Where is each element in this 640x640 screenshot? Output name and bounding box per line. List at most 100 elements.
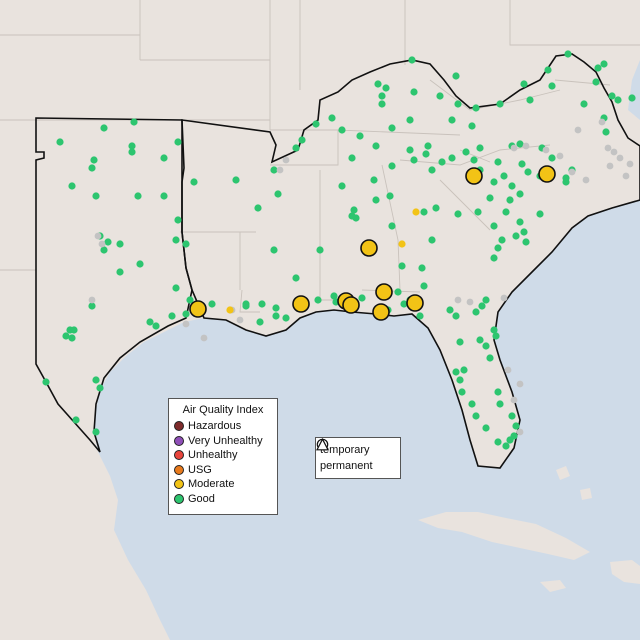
station-marker-inactive[interactable] [516, 380, 524, 388]
station-marker-inactive[interactable] [622, 172, 630, 180]
station-marker-good[interactable] [186, 296, 194, 304]
station-marker-good[interactable] [96, 384, 104, 392]
station-marker-good[interactable] [116, 268, 124, 276]
station-marker-good[interactable] [128, 142, 136, 150]
station-marker-good[interactable] [358, 294, 366, 302]
station-marker-good[interactable] [388, 124, 396, 132]
station-marker-good[interactable] [482, 296, 490, 304]
station-marker-good[interactable] [328, 114, 336, 122]
station-marker-good[interactable] [496, 400, 504, 408]
station-marker-good[interactable] [100, 246, 108, 254]
station-marker-good[interactable] [88, 164, 96, 172]
station-marker-good[interactable] [410, 156, 418, 164]
station-marker-good[interactable] [42, 378, 50, 386]
station-marker-inactive[interactable] [582, 176, 590, 184]
station-marker-moderate-large[interactable] [360, 239, 378, 257]
station-marker-good[interactable] [62, 332, 70, 340]
station-marker-good[interactable] [274, 190, 282, 198]
station-marker-inactive[interactable] [568, 168, 576, 176]
station-marker-good[interactable] [394, 288, 402, 296]
station-marker-good[interactable] [270, 246, 278, 254]
station-marker-good[interactable] [524, 168, 532, 176]
station-marker-moderate-large[interactable] [538, 165, 556, 183]
station-marker-good[interactable] [476, 144, 484, 152]
station-marker-good[interactable] [472, 308, 480, 316]
station-marker-good[interactable] [378, 100, 386, 108]
station-marker-good[interactable] [298, 136, 306, 144]
station-marker-inactive[interactable] [542, 146, 550, 154]
station-marker-good[interactable] [438, 158, 446, 166]
station-marker-good[interactable] [456, 376, 464, 384]
station-marker-good[interactable] [510, 432, 518, 440]
station-marker-good[interactable] [454, 100, 462, 108]
station-marker-good[interactable] [152, 322, 160, 330]
station-marker-good[interactable] [338, 126, 346, 134]
station-marker-good[interactable] [456, 338, 464, 346]
station-marker-good[interactable] [68, 334, 76, 342]
station-marker-inactive[interactable] [516, 428, 524, 436]
station-marker-good[interactable] [72, 416, 80, 424]
station-marker-good[interactable] [544, 66, 552, 74]
station-marker-good[interactable] [472, 104, 480, 112]
station-marker-good[interactable] [536, 210, 544, 218]
station-marker-good[interactable] [472, 412, 480, 420]
station-marker-good[interactable] [410, 88, 418, 96]
station-marker-moderate-large[interactable] [342, 296, 360, 314]
station-marker-good[interactable] [474, 208, 482, 216]
station-marker-good[interactable] [348, 154, 356, 162]
station-marker-inactive[interactable] [616, 154, 624, 162]
station-marker-good[interactable] [70, 326, 78, 334]
station-marker-good[interactable] [422, 150, 430, 158]
station-marker-good[interactable] [486, 354, 494, 362]
station-marker-good[interactable] [548, 154, 556, 162]
station-marker-inactive[interactable] [626, 160, 634, 168]
station-marker-good[interactable] [600, 60, 608, 68]
station-marker-good[interactable] [338, 182, 346, 190]
station-marker-good[interactable] [92, 428, 100, 436]
station-marker-good[interactable] [608, 92, 616, 100]
station-marker-good[interactable] [432, 204, 440, 212]
station-marker-good[interactable] [356, 132, 364, 140]
station-marker-good[interactable] [494, 158, 502, 166]
station-marker-inactive[interactable] [606, 162, 614, 170]
station-marker-good[interactable] [88, 302, 96, 310]
station-marker-good[interactable] [400, 300, 408, 308]
station-marker-good[interactable] [492, 332, 500, 340]
station-marker-good[interactable] [282, 314, 290, 322]
station-marker-good[interactable] [452, 312, 460, 320]
station-marker-good[interactable] [446, 306, 454, 314]
station-marker-inactive[interactable] [500, 294, 508, 302]
station-marker-inactive[interactable] [610, 148, 618, 156]
station-marker-good[interactable] [272, 312, 280, 320]
station-marker-good[interactable] [494, 244, 502, 252]
station-marker-good[interactable] [92, 192, 100, 200]
station-marker-inactive[interactable] [510, 144, 518, 152]
station-marker-good[interactable] [436, 92, 444, 100]
station-marker-inactive[interactable] [88, 296, 96, 304]
station-marker-good[interactable] [256, 318, 264, 326]
station-marker-good[interactable] [428, 236, 436, 244]
station-marker-inactive[interactable] [182, 320, 190, 328]
station-marker-good[interactable] [388, 222, 396, 230]
station-marker-good[interactable] [312, 120, 320, 128]
station-marker-good[interactable] [490, 222, 498, 230]
station-marker-good[interactable] [500, 172, 508, 180]
station-marker-good[interactable] [242, 302, 250, 310]
station-marker-good[interactable] [494, 388, 502, 396]
station-marker-good[interactable] [182, 240, 190, 248]
station-marker-inactive[interactable] [94, 232, 102, 240]
station-marker-good[interactable] [628, 94, 636, 102]
station-marker-good[interactable] [254, 204, 262, 212]
station-marker-good[interactable] [494, 438, 502, 446]
station-marker-inactive[interactable] [236, 316, 244, 324]
station-marker-good[interactable] [522, 238, 530, 246]
station-marker-good[interactable] [502, 442, 510, 450]
station-marker-good[interactable] [348, 212, 356, 220]
station-marker-good[interactable] [594, 64, 602, 72]
station-marker-good[interactable] [406, 146, 414, 154]
station-marker-good[interactable] [498, 236, 506, 244]
station-marker-good[interactable] [520, 228, 528, 236]
station-marker-good[interactable] [548, 82, 556, 90]
station-marker-good[interactable] [592, 78, 600, 86]
